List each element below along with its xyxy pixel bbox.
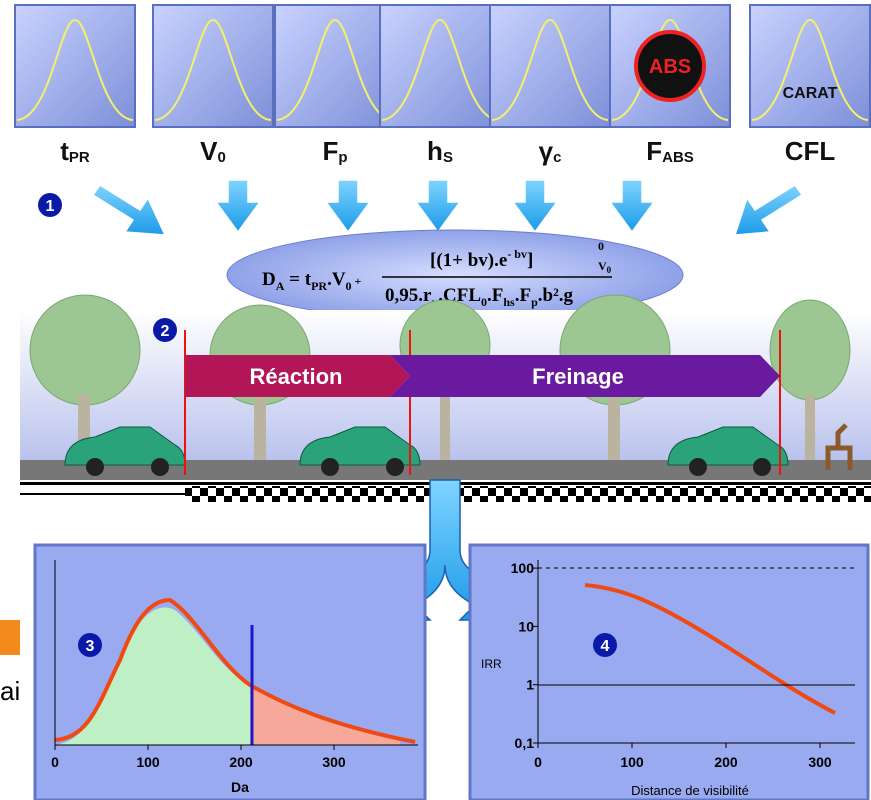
parameter-label: hS: [427, 136, 453, 166]
parameter-symbol: V: [200, 136, 218, 166]
panel: [468, 543, 870, 800]
x-tick-label: 0: [51, 754, 59, 770]
x-tick-label: 0: [534, 754, 542, 770]
parameter-symbol: F: [646, 136, 662, 166]
parameter-symbol: γ: [539, 136, 554, 166]
x-tick-label: 300: [808, 754, 832, 770]
parameter-label: CFL: [785, 136, 836, 166]
parameter-subscript: 0: [218, 149, 226, 166]
phase-label: Réaction: [250, 364, 343, 389]
x-tick-label: 200: [714, 754, 738, 770]
formula-denominator: 0,95.rμ.CFL0.Fhs.Fp.b².g: [385, 285, 574, 309]
step-number: 2: [161, 323, 170, 340]
icon: [14, 4, 136, 128]
icon-text: ABS: [649, 56, 691, 78]
x-tick-label: 100: [620, 754, 644, 770]
formula-left: DA = tPR.V0 +: [262, 269, 362, 293]
icon: [379, 4, 501, 128]
step-number: 3: [86, 638, 95, 655]
formula-lower: V0: [598, 259, 612, 275]
x-tick-label: 200: [229, 754, 253, 770]
y-tick-label: 10: [518, 618, 534, 634]
parameter-label: tPR: [60, 136, 90, 166]
formula-numerator: [(1+ bv).e- bv]: [430, 247, 533, 271]
formula-upper: 0: [598, 239, 604, 253]
parameter-label: V0: [200, 136, 226, 166]
parameter-subscript: S: [443, 149, 453, 166]
parameter-symbol: h: [427, 136, 443, 166]
y-tick-label: 100: [511, 560, 535, 576]
parameter-subscript: ABS: [662, 149, 694, 166]
y-tick-label: 1: [526, 677, 534, 693]
parameter-label: FABS: [646, 136, 694, 166]
y-tick-label: 0,1: [515, 735, 535, 751]
icon-curve: [611, 18, 729, 121]
parameter-subscript: c: [553, 149, 561, 166]
side-text: ai: [0, 676, 20, 706]
arrows: [91, 179, 804, 236]
icon-curve: [276, 18, 394, 121]
x-tick-label: 300: [322, 754, 346, 770]
icon: [274, 4, 396, 128]
side-square: [0, 620, 20, 655]
icon-curve: [154, 18, 272, 121]
step-badge: [38, 193, 62, 217]
icon-curve: [381, 18, 499, 121]
phase-label: Freinage: [532, 364, 624, 389]
parameter-label: γc: [539, 136, 562, 166]
parameter-symbol: F: [322, 136, 338, 166]
step-number: 1: [46, 198, 55, 215]
parameter-subscript: p: [338, 149, 347, 166]
parameter-label: Fp: [322, 136, 347, 166]
x-axis-label: Distance de visibilité: [631, 783, 749, 798]
panel: [33, 543, 427, 800]
step-badge: [153, 318, 177, 342]
icon-curve: [16, 18, 134, 121]
icon: [152, 4, 274, 128]
road-scene: [20, 294, 871, 502]
parameter-subscript: PR: [69, 149, 90, 166]
icon-curve: [491, 18, 609, 121]
parameter-symbol: CFL: [785, 136, 836, 166]
x-axis-label: Da: [231, 779, 249, 795]
step-number: 4: [601, 638, 610, 655]
icons: ABS CARAT: [14, 4, 871, 128]
icon-text: CARAT: [783, 85, 838, 102]
icon: [749, 4, 871, 128]
abs-lamp: [634, 30, 706, 102]
x-tick-label: 100: [136, 754, 160, 770]
icon: [489, 4, 611, 128]
parameter-symbol: t: [60, 136, 69, 166]
y-axis-label: IRR: [481, 657, 502, 671]
icon-curve: [751, 18, 869, 121]
